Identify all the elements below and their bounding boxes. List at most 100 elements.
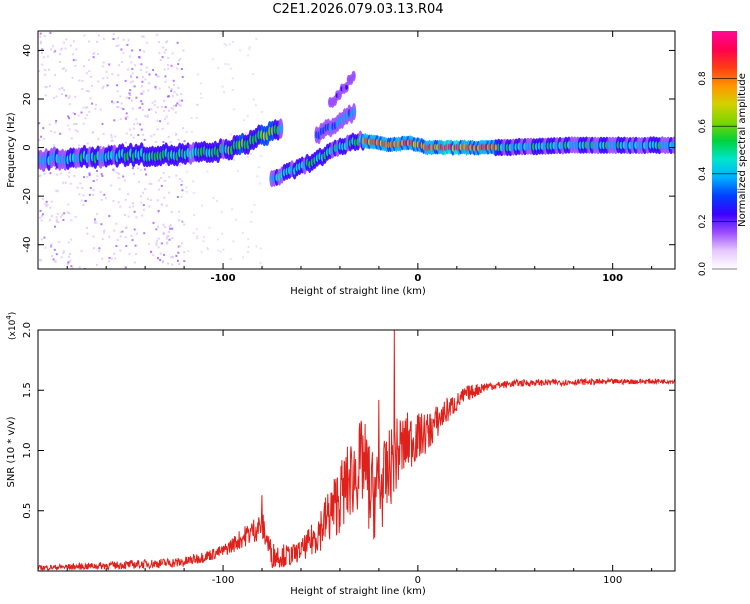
noise-speck [77,114,80,117]
noise-speck [140,201,143,204]
noise-speck [180,68,183,70]
noise-speck [117,106,120,109]
noise-speck [39,32,42,35]
noise-speck [170,210,173,213]
noise-speck [152,69,155,71]
noise-speck [59,215,62,218]
noise-speck [137,167,140,170]
noise-speck [103,193,106,196]
noise-speck [92,56,95,59]
noise-speck [239,49,242,52]
noise-speck [128,92,131,95]
noise-speck [112,102,115,105]
noise-speck [166,122,169,125]
noise-speck [250,220,253,223]
noise-speck [46,203,49,206]
noise-speck [42,137,45,140]
noise-speck [230,67,232,70]
noise-speck [38,259,41,262]
upper-trace-core [352,107,356,116]
noise-speck [178,219,181,222]
noise-speck [92,189,95,192]
noise-speck [91,131,94,134]
noise-speck [92,194,94,196]
noise-speck [65,94,68,97]
noise-speck [131,202,134,205]
noise-speck [160,203,163,206]
noise-speck [131,107,134,110]
noise-speck [110,257,113,260]
noise-speck [88,58,91,61]
noise-speck [85,72,88,75]
noise-speck [208,226,211,229]
noise-speck [164,80,167,83]
noise-speck [43,35,46,37]
noise-speck [78,193,81,196]
noise-speck [134,244,137,247]
noise-speck [179,104,182,107]
noise-speck [219,250,222,253]
noise-speck [132,205,135,208]
noise-speck [146,116,149,118]
noise-speck [242,256,244,259]
noise-speck [117,44,120,47]
noise-speck [89,97,92,100]
noise-speck [89,187,92,189]
noise-speck [246,155,249,158]
noise-speck [148,242,151,245]
noise-speck [172,94,174,97]
noise-speck [108,63,111,66]
noise-speck [247,246,250,249]
noise-speck [161,56,164,59]
noise-speck [131,72,134,75]
noise-speck [57,241,60,244]
noise-speck [221,85,224,88]
noise-speck [50,130,53,133]
noise-speck [68,212,71,215]
noise-speck [150,108,153,111]
noise-speck [171,52,174,55]
noise-speck [155,228,158,231]
noise-speck [97,137,100,140]
snr-frame [37,329,676,572]
noise-speck [82,122,85,125]
noise-speck [128,206,131,209]
noise-speck [169,141,172,144]
noise-speck [183,140,186,143]
faint-trace-core [345,84,348,90]
noise-speck [49,206,52,209]
noise-speck [154,141,157,143]
noise-speck [111,100,113,103]
noise-speck [62,252,65,255]
noise-speck [200,97,203,100]
noise-speck [125,112,128,115]
noise-speck [97,80,100,83]
y-tick-label: -20 [22,188,33,204]
noise-speck [53,144,55,147]
noise-speck [67,261,70,264]
noise-speck [185,186,188,189]
noise-speck [141,80,144,83]
noise-speck [187,250,190,253]
noise-speck [173,84,175,86]
noise-speck [125,245,128,248]
noise-speck [260,110,263,113]
noise-speck [221,232,224,235]
noise-speck [88,110,91,113]
noise-speck [256,175,259,178]
noise-speck [255,37,258,40]
steady-band-core [672,141,675,149]
noise-speck [91,102,94,105]
noise-speck [78,79,81,82]
noise-speck [155,242,158,244]
noise-speck [201,204,203,207]
noise-speck [196,73,199,76]
noise-speck [142,208,145,211]
noise-speck [143,50,146,53]
noise-speck [177,259,179,262]
noise-speck [185,190,188,193]
noise-speck [124,213,127,216]
noise-speck [69,44,72,47]
noise-speck [145,66,148,69]
noise-speck [175,174,178,177]
